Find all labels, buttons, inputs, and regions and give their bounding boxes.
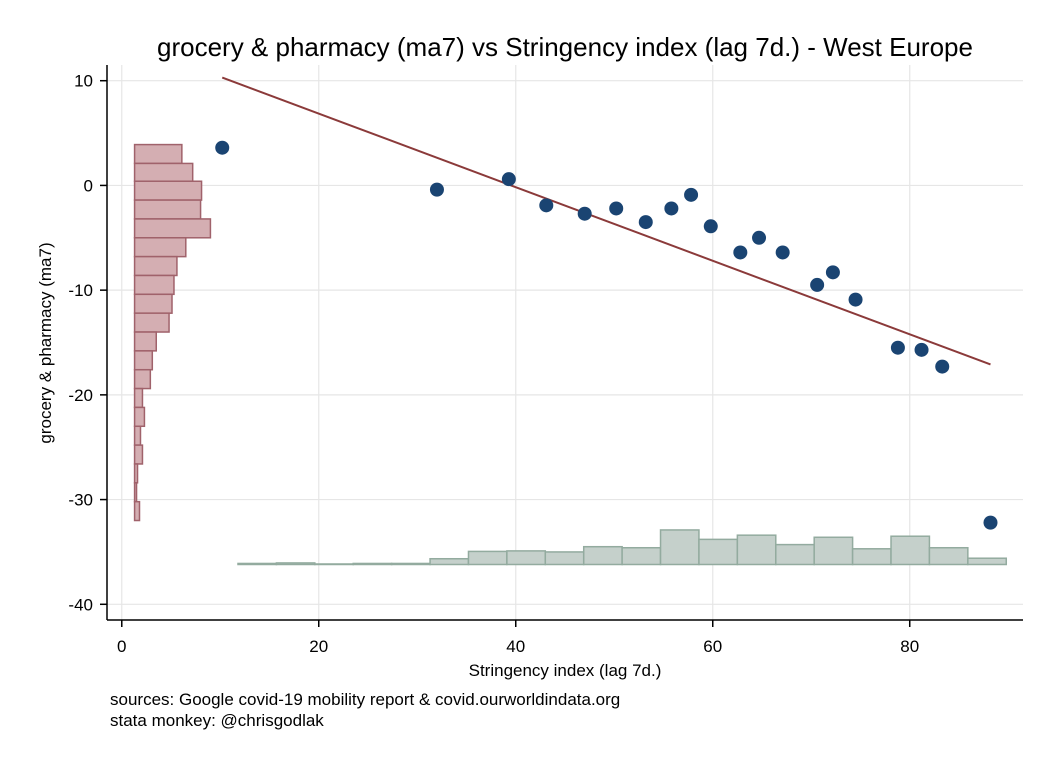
data-point [848, 292, 863, 307]
y-hist-bar [133, 482, 138, 503]
y-hist-bar [133, 463, 139, 484]
data-point [983, 515, 998, 530]
x-tick-label: 80 [900, 637, 919, 656]
data-point [577, 206, 592, 221]
y-hist-bar [133, 255, 178, 277]
y-marginal-histogram [133, 143, 212, 522]
fit-line [221, 76, 991, 366]
y-hist-bar [133, 180, 203, 201]
credit-note: stata monkey: @chrisgodlak [110, 711, 324, 730]
y-hist-bar [133, 143, 183, 165]
x-hist-bar [314, 563, 354, 566]
data-point [609, 201, 624, 216]
y-hist-bar [133, 162, 194, 182]
y-hist-bar [133, 368, 152, 390]
x-hist-bar [506, 550, 547, 566]
y-hist-bar [133, 406, 146, 428]
x-axis-label: Stringency index (lag 7d.) [469, 661, 662, 680]
y-tick-label: 10 [74, 72, 93, 91]
x-hist-bar [928, 546, 969, 566]
y-hist-bar [133, 274, 175, 296]
data-point [752, 230, 767, 245]
y-hist-bar [133, 331, 157, 352]
data-point [935, 359, 950, 374]
data-point [501, 172, 516, 187]
x-hist-bar [621, 546, 662, 566]
x-hist-bar [967, 557, 1008, 566]
data-point [890, 340, 905, 355]
x-hist-bar [352, 562, 393, 566]
x-hist-bar [736, 534, 777, 566]
y-tick-label: 0 [84, 176, 93, 195]
chart-title: grocery & pharmacy (ma7) vs Stringency i… [157, 32, 973, 62]
y-tick-label: -10 [68, 281, 93, 300]
data-point [810, 277, 825, 292]
y-hist-bar [133, 425, 142, 446]
data-point [429, 182, 444, 197]
x-tick-label: 20 [309, 637, 328, 656]
y-hist-bar [133, 237, 187, 258]
y-hist-bar [133, 199, 202, 220]
scatter-points [215, 140, 998, 530]
data-point [664, 201, 679, 216]
data-point [733, 245, 748, 260]
x-hist-bar [775, 543, 815, 566]
tick-labels: 10 0 -10 -20 -30 -40 0 20 40 60 80 [68, 72, 919, 656]
data-point [684, 187, 699, 202]
axes [100, 65, 1023, 627]
x-tick-label: 60 [703, 637, 722, 656]
data-point [215, 140, 230, 155]
x-hist-bar [390, 562, 431, 566]
y-hist-bar [133, 444, 144, 465]
x-hist-bar [890, 535, 931, 566]
y-hist-bar [133, 500, 141, 522]
x-tick-label: 0 [117, 637, 126, 656]
y-hist-bar [133, 312, 170, 333]
y-tick-label: -30 [68, 491, 93, 510]
y-axis-label: grocery & pharmacy (ma7) [36, 242, 55, 443]
data-point [775, 245, 790, 260]
x-marginal-histogram [237, 529, 1008, 566]
data-point [638, 215, 653, 230]
y-hist-bar [133, 350, 154, 371]
y-hist-bar [133, 387, 144, 409]
data-point [825, 265, 840, 280]
x-hist-bar [698, 538, 739, 566]
x-hist-bar [851, 548, 892, 566]
x-hist-bar [429, 557, 470, 566]
y-hist-bar [133, 293, 173, 314]
x-hist-bar [275, 562, 316, 566]
y-tick-label: -20 [68, 386, 93, 405]
y-hist-bar [133, 218, 212, 239]
fit-line-layer [221, 76, 991, 366]
x-hist-bar [659, 529, 700, 566]
grid-lines [107, 65, 1023, 620]
data-point [703, 219, 718, 234]
data-point [914, 342, 929, 357]
source-note: sources: Google covid-19 mobility report… [110, 690, 621, 709]
x-hist-bar [544, 551, 585, 566]
x-hist-bar [813, 536, 854, 566]
data-point [539, 198, 554, 213]
y-tick-label: -40 [68, 595, 93, 614]
x-tick-label: 40 [506, 637, 525, 656]
x-hist-bar [467, 550, 508, 566]
x-hist-bar [582, 545, 623, 566]
x-hist-bar [237, 562, 278, 566]
